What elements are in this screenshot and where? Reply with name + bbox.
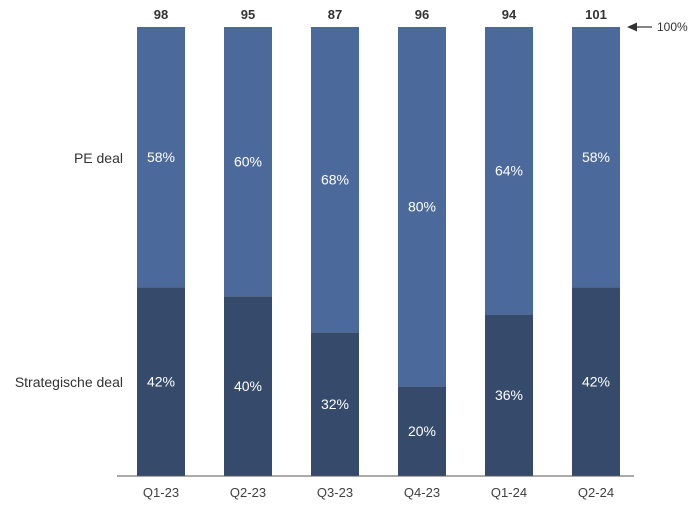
bar-segment-strategische-deal-q3-23 — [311, 332, 359, 476]
data-label-strategische-deal-q2-23: 40% — [234, 378, 262, 394]
data-label-strategische-deal-q1-23: 42% — [147, 374, 175, 390]
total-label-q3-23: 87 — [328, 7, 342, 22]
bar-segment-strategische-deal-q4-23 — [398, 386, 446, 476]
x-tick-label-q2-23: Q2-23 — [230, 485, 266, 500]
x-tick-label-q4-23: Q4-23 — [404, 485, 440, 500]
series-label-strategische-deal: Strategische deal — [15, 374, 123, 390]
bar-segment-strategische-deal-q2-24 — [572, 287, 620, 476]
total-label-q2-23: 95 — [241, 7, 255, 22]
data-label-pe-deal-q1-23: 58% — [147, 149, 175, 165]
bar-segment-pe-deal-q1-23 — [137, 27, 185, 288]
data-label-pe-deal-q4-23: 80% — [408, 199, 436, 215]
segment-labels-group: 42% 58% 40% 60% 32% 68% 20% 80% 36% 64% 42% 58% — [147, 149, 610, 439]
data-label-strategische-deal-q3-23: 32% — [321, 396, 349, 412]
x-tick-label-q2-24: Q2-24 — [578, 485, 614, 500]
totals-group: 98 95 87 96 94 101 — [154, 7, 607, 22]
data-label-strategische-deal-q2-24: 42% — [582, 374, 610, 390]
bars-group — [137, 27, 620, 476]
data-label-pe-deal-q3-23: 68% — [321, 172, 349, 188]
reference-label: 100% — [657, 20, 688, 34]
total-label-q1-23: 98 — [154, 7, 168, 22]
total-label-q4-23: 96 — [415, 7, 429, 22]
series-label-pe-deal: PE deal — [74, 150, 123, 166]
bar-segment-pe-deal-q2-23 — [224, 27, 272, 297]
bar-segment-pe-deal-q2-24 — [572, 27, 620, 288]
bar-segment-pe-deal-q3-23 — [311, 27, 359, 333]
total-label-q1-24: 94 — [502, 7, 517, 22]
arrow-left-icon — [627, 22, 637, 32]
bar-segment-pe-deal-q4-23 — [398, 27, 446, 387]
data-label-strategische-deal-q1-24: 36% — [495, 387, 523, 403]
bar-segment-strategische-deal-q1-24 — [485, 314, 533, 476]
data-label-pe-deal-q2-24: 58% — [582, 149, 610, 165]
bar-segment-pe-deal-q1-24 — [485, 27, 533, 315]
x-tick-label-q1-24: Q1-24 — [491, 485, 527, 500]
x-tick-label-q3-23: Q3-23 — [317, 485, 353, 500]
reference-marker: 100% — [627, 20, 688, 34]
total-label-q2-24: 101 — [585, 7, 607, 22]
data-label-pe-deal-q1-24: 64% — [495, 163, 523, 179]
x-tick-labels-group: Q1-23 Q2-23 Q3-23 Q4-23 Q1-24 Q2-24 — [143, 485, 614, 500]
data-label-strategische-deal-q4-23: 20% — [408, 423, 436, 439]
bar-segment-strategische-deal-q1-23 — [137, 287, 185, 476]
bar-segment-strategische-deal-q2-23 — [224, 296, 272, 476]
x-tick-label-q1-23: Q1-23 — [143, 485, 179, 500]
data-label-pe-deal-q2-23: 60% — [234, 154, 262, 170]
